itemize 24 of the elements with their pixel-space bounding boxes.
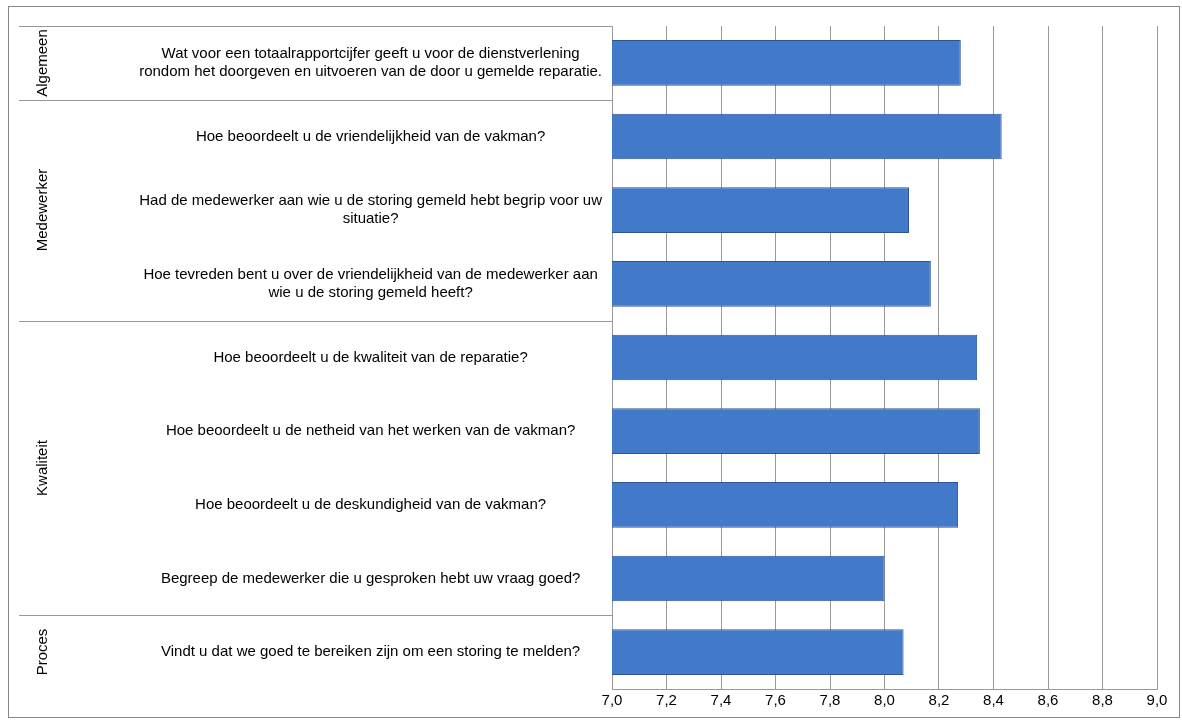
x-tick-label: 7,4: [710, 691, 732, 709]
y-tick-label: Wat voor een totaalrapportcijfer geeft u voor de dienstverlening rondom het doorgeven en uitvoeren van de door u gemelde reparatie.: [139, 43, 602, 79]
y-tick-label: Hoe beoordeelt u de netheid van het werken van de vakman?: [165, 421, 576, 439]
x-tick-label: 8,4: [983, 691, 1004, 709]
y-tick-label: Hoe beoordeelt u de kwaliteit van de reparatie?: [213, 347, 528, 365]
text: Proces: [32, 628, 50, 676]
x-tick-label: 8,8: [1092, 691, 1113, 709]
text: Algemeen: [32, 29, 50, 97]
x-tick-label: 7,0: [601, 691, 623, 709]
x-tick-label: 7,2: [656, 691, 677, 709]
text: Medewerker: [32, 168, 50, 252]
x-tick-label: 9,0: [1146, 691, 1168, 709]
x-tick-label: 8,6: [1037, 691, 1059, 709]
y-tick-label: Vindt u dat we goed te bereiken zijn om een storing te melden?: [161, 642, 581, 660]
y-tick-label: Hoe tevreden bent u over de vriendelijkheid van de medewerker aan wie u de storing gemeld heeft?: [143, 264, 598, 300]
y-tick-label: Hoe beoordeelt u de vriendelijkheid van de vakman?: [195, 126, 546, 144]
x-tick-label: 8,2: [928, 691, 950, 709]
x-tick-label: 8,0: [874, 691, 895, 709]
y-tick-label: Had de medewerker aan wie u de storing gemeld hebt begrip voor uw situatie?: [139, 191, 603, 227]
y-tick-label: Hoe beoordeelt u de deskundigheid van de vakman?: [195, 494, 547, 512]
x-tick-label: 7,8: [819, 691, 841, 709]
x-tick-label: 7,6: [765, 691, 786, 709]
y-tick-label: Begreep de medewerker die u gesproken hebt uw vraag goed?: [160, 568, 581, 586]
text: Kwaliteit: [32, 440, 50, 496]
